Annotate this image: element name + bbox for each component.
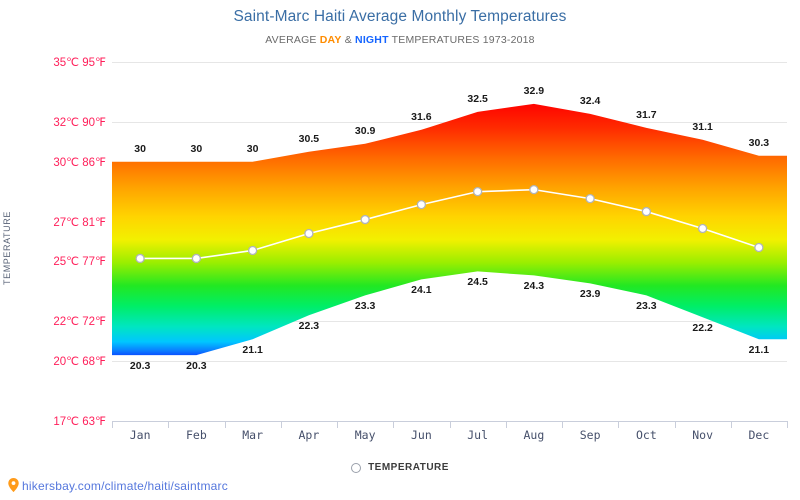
x-axis-tick <box>562 421 563 428</box>
x-axis-tick <box>168 421 170 428</box>
y-axis-tick-label: 35℃ 95℉ <box>53 57 106 69</box>
x-axis-label: Jul <box>467 428 489 442</box>
chart-legend[interactable]: TEMPERATURE <box>0 462 800 473</box>
y-axis-tick-label: 27℃ 81℉ <box>53 216 106 229</box>
x-axis-label: Jun <box>410 428 432 442</box>
data-point-markers <box>135 184 764 264</box>
x-axis-label: Oct <box>635 428 657 442</box>
data-point-marker <box>585 193 595 204</box>
gridline <box>112 261 787 263</box>
data-point-marker <box>697 223 708 234</box>
x-axis-label: May <box>354 428 376 442</box>
gridline <box>112 62 787 63</box>
subtitle-night: NIGHT <box>355 34 389 46</box>
day-temperature-label: 32.5 <box>467 92 488 105</box>
x-axis-label: Sep <box>579 428 601 442</box>
circle-marker-icon <box>351 462 362 473</box>
night-temperature-label: 24.5 <box>467 276 488 289</box>
night-temperature-label: 23.3 <box>354 300 376 313</box>
night-temperature-label: 22.2 <box>692 322 713 335</box>
chart-subtitle: AVERAGE DAY & NIGHT TEMPERATURES 1973-20… <box>0 34 800 46</box>
source-url-text: hikersbay.com/climate/haiti/saintmarc <box>22 479 228 493</box>
y-axis-tick-label: 17℃ 63℉ <box>53 416 106 428</box>
y-axis-tick-label: 32℃ 90℉ <box>53 116 106 129</box>
gridline <box>112 321 787 323</box>
temperature-band <box>112 103 787 356</box>
x-axis-tick <box>674 421 676 428</box>
x-axis-tick <box>787 421 788 428</box>
x-axis-label: Apr <box>298 428 320 442</box>
day-temperature-label: 31.7 <box>636 108 657 121</box>
night-temperature-label: 21.1 <box>748 344 770 357</box>
day-temperature-label: 30 <box>246 142 259 155</box>
night-temperature-label: 24.3 <box>523 280 545 293</box>
night-temperature-label: 21.1 <box>242 344 263 357</box>
day-temperature-label: 31.1 <box>692 120 713 133</box>
day-temperature-label: 30 <box>134 142 146 155</box>
subtitle-prefix: AVERAGE <box>265 34 320 46</box>
night-temperature-label: 23.3 <box>636 300 657 313</box>
day-temperature-label: 30.5 <box>298 132 320 145</box>
x-axis-label: Dec <box>748 428 770 442</box>
subtitle-suffix: TEMPERATURES 1973-2018 <box>388 34 535 46</box>
x-axis-tick <box>280 421 282 428</box>
y-axis-tick-label: 30℃ 86℉ <box>53 156 106 169</box>
x-axis-tick <box>618 421 620 428</box>
y-axis-tick-label: 20℃ 68℉ <box>53 356 106 369</box>
x-axis-tick <box>112 421 113 428</box>
data-point-marker <box>416 199 427 210</box>
x-axis-label: Jan <box>129 428 151 442</box>
x-axis-label: Aug <box>523 428 545 442</box>
y-axis-tick-label: 25℃ 77℉ <box>53 256 106 269</box>
night-temperature-label: 24.1 <box>411 284 432 297</box>
data-point-marker <box>472 186 483 197</box>
night-temperature-label: 22.3 <box>298 320 320 333</box>
subtitle-day: DAY <box>319 34 342 46</box>
gridline <box>112 121 787 123</box>
night-temperature-label: 23.9 <box>579 288 601 301</box>
subtitle-amp: & <box>341 34 356 46</box>
data-point-marker <box>641 206 652 217</box>
source-link[interactable]: hikersbay.com/climate/haiti/saintmarc <box>8 478 228 493</box>
day-temperature-label: 32.9 <box>523 84 545 97</box>
page-title: Saint-Marc Haiti Average Monthly Tempera… <box>233 8 567 25</box>
x-axis-tick <box>505 421 507 428</box>
x-axis-label: Mar <box>242 428 264 442</box>
gridline <box>112 161 787 163</box>
x-axis-tick <box>449 421 451 428</box>
night-temperature-label: 20.3 <box>186 360 207 373</box>
data-point-marker <box>529 184 539 195</box>
legend-label: TEMPERATURE <box>368 462 449 473</box>
day-temperature-label: 30.3 <box>748 136 770 149</box>
mean-temperature-line <box>140 188 760 260</box>
day-temperature-label: 31.6 <box>411 110 432 123</box>
x-axis-tick <box>393 421 395 428</box>
day-temperature-label: 30 <box>190 142 203 155</box>
gridline <box>112 221 787 223</box>
y-axis-title: TEMPERATURE <box>2 211 12 285</box>
data-point-marker <box>754 242 764 253</box>
x-axis-tick <box>730 421 732 428</box>
y-axis-tick-label: 22℃ 72℉ <box>53 316 106 329</box>
night-temperature-label: 20.3 <box>129 360 151 373</box>
day-temperature-label: 30.9 <box>354 124 376 137</box>
gridline <box>112 361 787 363</box>
x-axis-tick <box>224 421 226 428</box>
x-axis-label: Nov <box>692 428 714 442</box>
day-temperature-label: 32.4 <box>579 94 601 107</box>
data-point-marker <box>247 245 258 256</box>
data-point-marker <box>304 228 314 239</box>
x-axis-label: Feb <box>185 428 207 442</box>
x-axis-tick <box>337 421 338 428</box>
map-pin-icon <box>8 478 19 492</box>
